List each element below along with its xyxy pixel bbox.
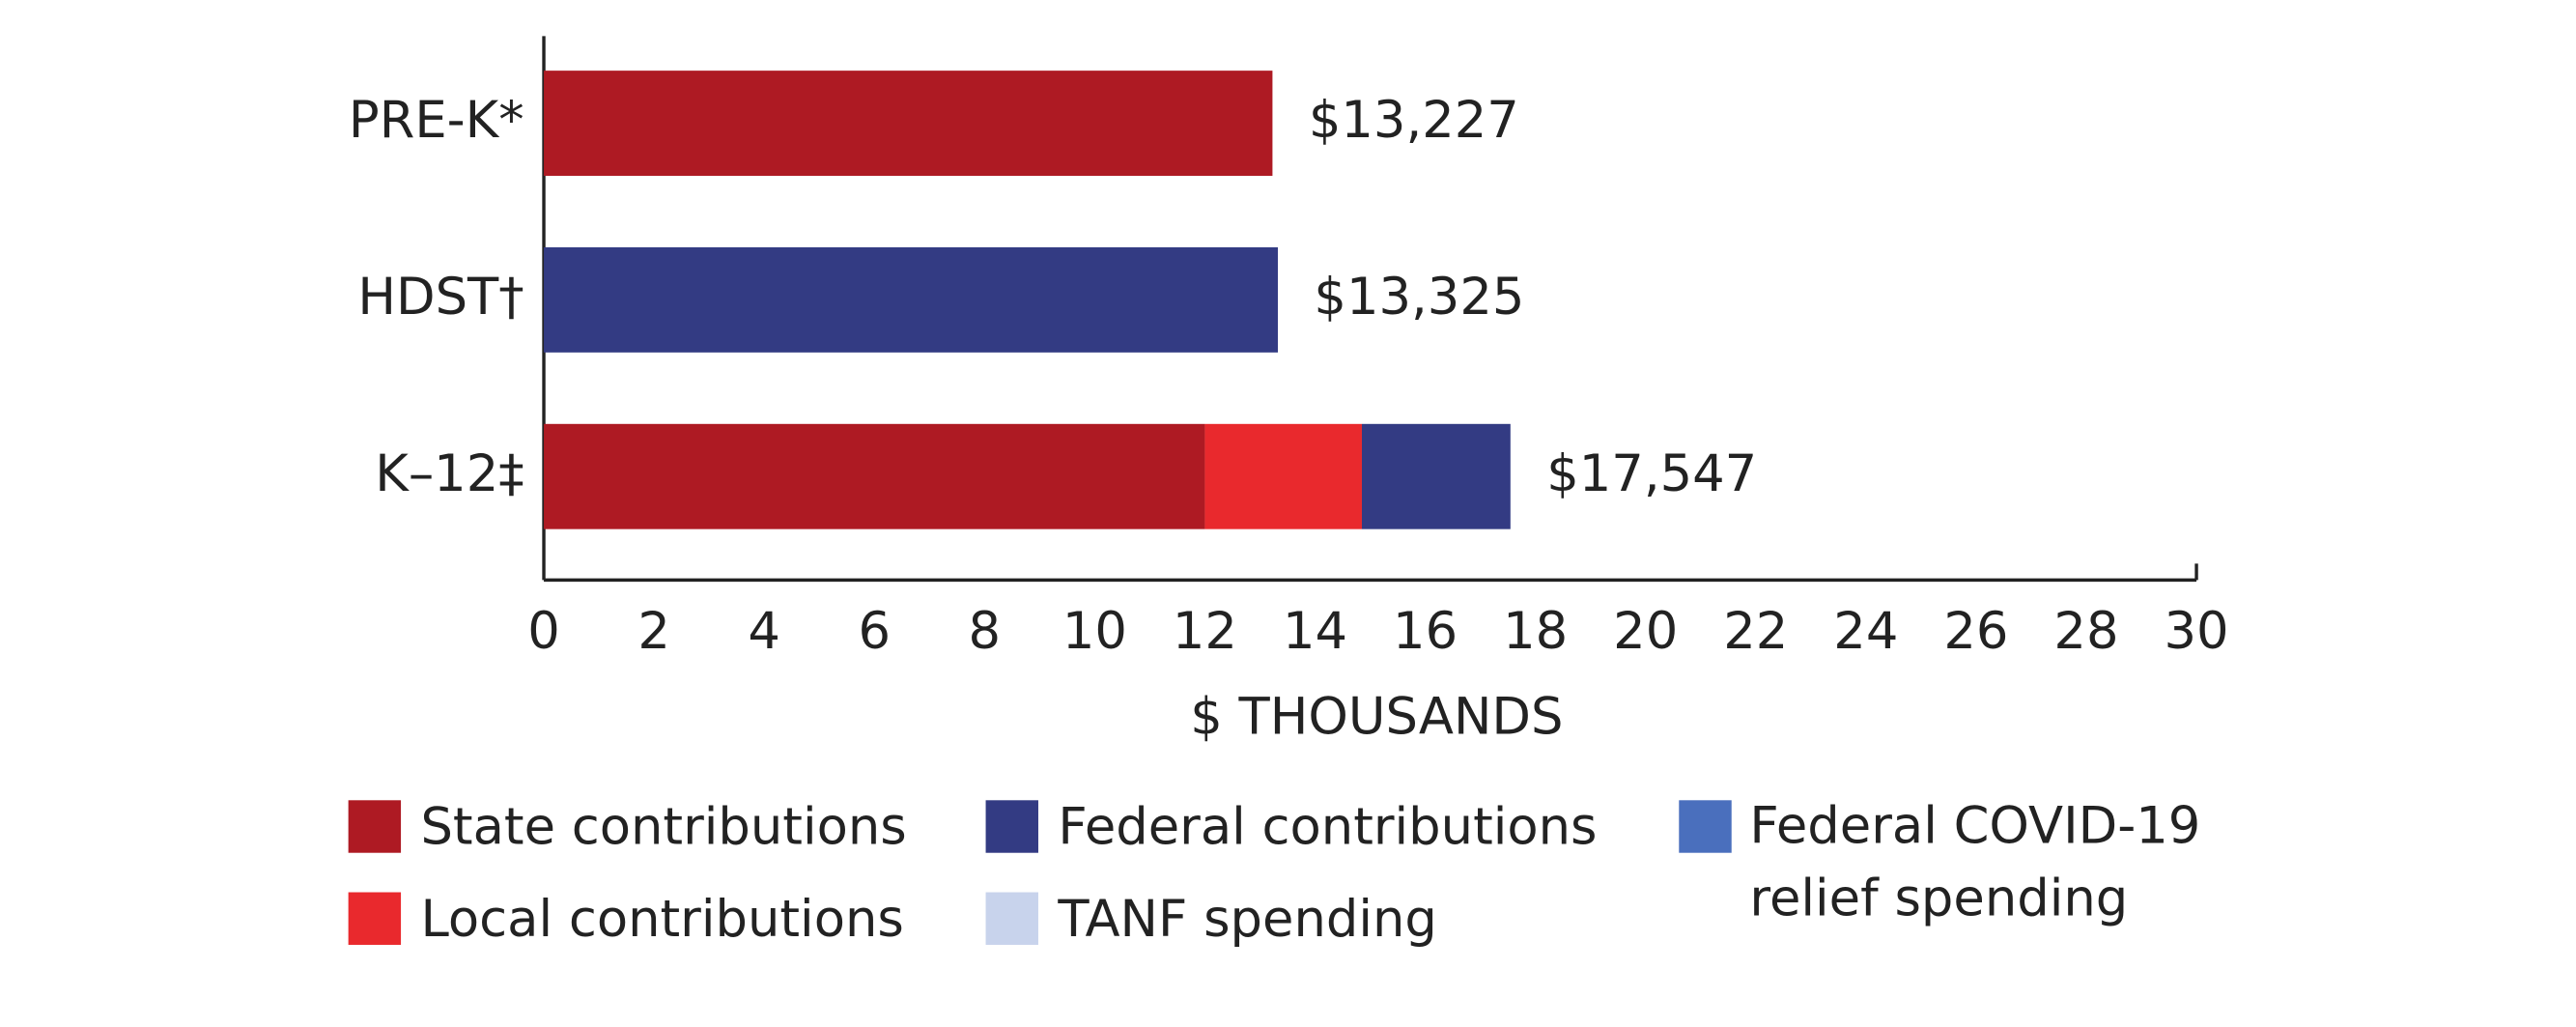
y-tick-label: HDST† [357,268,524,327]
x-tick-label: 18 [1503,602,1568,661]
bar-segment [544,71,1273,176]
x-tick-label: 4 [748,602,780,661]
total-label: $13,325 [1314,268,1524,327]
x-tick-label: 0 [527,602,560,661]
legend-swatch [985,800,1038,853]
legend-swatch [348,800,402,853]
legend-label-box: Federal COVID-19 relief spending [1749,796,2201,928]
x-axis-label: $ THOUSANDS [1190,688,1563,747]
x-tick-label: 12 [1173,602,1237,661]
legend-label: Local contributions [420,890,903,949]
bar-segment [1204,423,1362,529]
legend-label: State contributions [420,798,906,857]
legend-swatch [985,892,1038,945]
x-tick-label: 26 [1943,602,2008,661]
x-tick-label: 24 [1833,602,1898,661]
total-label: $13,227 [1309,91,1519,150]
bar-segment [1361,423,1511,529]
x-tick-label: 8 [969,602,1002,661]
x-tick-label: 16 [1393,602,1458,661]
legend-swatch [348,892,402,945]
x-tick-label: 2 [637,602,670,661]
x-tick-label: 10 [1062,602,1127,661]
x-tick-label: 30 [2164,602,2228,661]
x-tick-label: 22 [1723,602,1788,661]
legend-swatch [1679,800,1732,853]
x-tick-label: 14 [1283,602,1347,661]
y-tick-label: PRE-K* [349,91,524,150]
legend-label: TANF spending [1057,890,1436,949]
x-tick-label: 6 [858,602,891,661]
bar-segment [544,246,1279,353]
bar-segment [544,423,1205,529]
x-tick-label: 28 [2053,602,2118,661]
legend-label: Federal COVID-19 relief spending [1749,796,2201,928]
total-label: $17,547 [1546,444,1757,503]
x-tick-label: 20 [1613,602,1678,661]
y-tick-label: K–12‡ [375,444,524,503]
legend-label: Federal contributions [1058,798,1597,857]
